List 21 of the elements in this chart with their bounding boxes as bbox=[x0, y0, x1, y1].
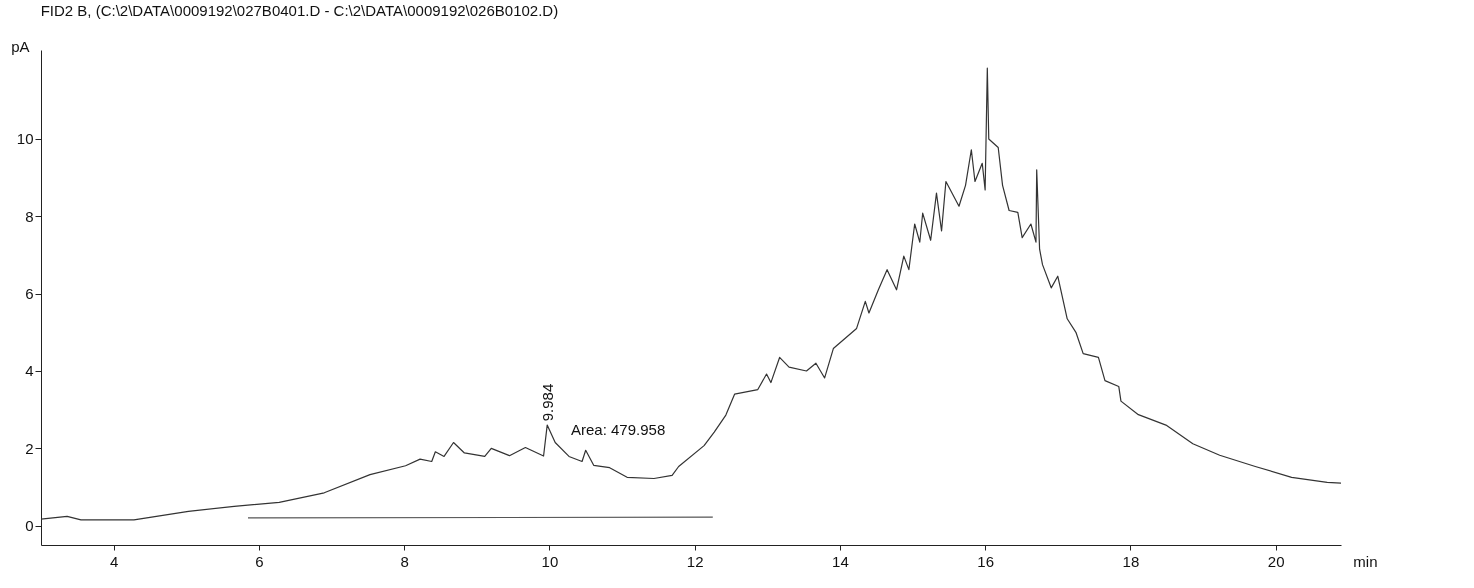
x-tick-label: 18 bbox=[1122, 552, 1140, 570]
x-tick-label: 20 bbox=[1267, 552, 1285, 570]
x-tick-label: 16 bbox=[977, 552, 994, 570]
x-tick-label: 6 bbox=[255, 552, 264, 570]
x-tick-label: 12 bbox=[686, 552, 704, 570]
y-tick-label: 10 bbox=[16, 130, 34, 148]
annotation: Area: 479.958 bbox=[571, 421, 666, 438]
x-tick-label: 8 bbox=[400, 552, 409, 570]
chart-title: FID2 B, (C:\2\DATA\0009192\027B0401.D - C:\2\DATA\0009192\026B0102.D) bbox=[40, 2, 559, 19]
y-tick-label: 2 bbox=[25, 439, 34, 457]
annotation: 9.984 bbox=[539, 383, 557, 422]
y-tick-label: 4 bbox=[25, 362, 34, 380]
line-series bbox=[41, 67, 1341, 521]
y-axis-title: pA bbox=[11, 37, 30, 55]
y-tick-label: 6 bbox=[25, 285, 34, 303]
x-tick-label: 14 bbox=[832, 552, 849, 570]
x-tick-label: 10 bbox=[541, 552, 559, 570]
y-tick-label: 8 bbox=[25, 207, 34, 225]
x-axis-title: min bbox=[1353, 552, 1378, 570]
x-tick-label: 4 bbox=[109, 552, 119, 570]
y-tick-label: 0 bbox=[25, 517, 34, 535]
